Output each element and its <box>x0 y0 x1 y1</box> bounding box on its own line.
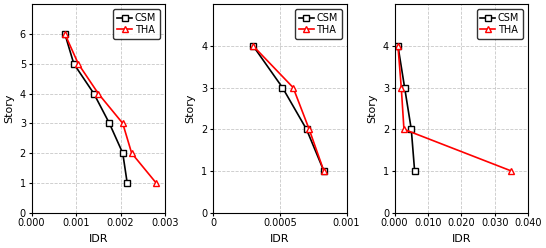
CSM <box>91 92 97 95</box>
THA <box>401 128 407 131</box>
CSM <box>401 86 408 89</box>
THA <box>128 152 135 155</box>
CSM <box>70 62 77 65</box>
THA <box>250 44 257 47</box>
THA <box>508 170 515 173</box>
Line: THA: THA <box>395 43 514 174</box>
Line: CSM: CSM <box>62 31 130 186</box>
Y-axis label: Story: Story <box>186 94 195 123</box>
CSM <box>411 170 418 173</box>
CSM <box>408 128 414 131</box>
CSM <box>124 182 130 185</box>
Line: CSM: CSM <box>395 43 417 174</box>
THA <box>398 86 405 89</box>
CSM <box>303 128 310 131</box>
Y-axis label: Story: Story <box>4 94 14 123</box>
CSM <box>106 122 112 125</box>
Line: THA: THA <box>250 43 327 174</box>
Legend: CSM, THA: CSM, THA <box>295 9 342 39</box>
Legend: CSM, THA: CSM, THA <box>114 9 160 39</box>
THA <box>306 128 312 131</box>
THA <box>395 44 401 47</box>
THA <box>75 62 81 65</box>
X-axis label: IDR: IDR <box>452 234 471 244</box>
THA <box>120 122 126 125</box>
Y-axis label: Story: Story <box>367 94 377 123</box>
CSM <box>395 44 401 47</box>
CSM <box>250 44 257 47</box>
THA <box>95 92 102 95</box>
CSM <box>279 86 286 89</box>
Line: THA: THA <box>62 31 159 186</box>
CSM <box>321 170 327 173</box>
THA <box>153 182 159 185</box>
THA <box>290 86 296 89</box>
CSM <box>120 152 126 155</box>
X-axis label: IDR: IDR <box>270 234 289 244</box>
CSM <box>62 32 68 35</box>
Legend: CSM, THA: CSM, THA <box>477 9 523 39</box>
Line: CSM: CSM <box>250 43 327 174</box>
THA <box>62 32 68 35</box>
X-axis label: IDR: IDR <box>88 234 108 244</box>
THA <box>321 170 327 173</box>
